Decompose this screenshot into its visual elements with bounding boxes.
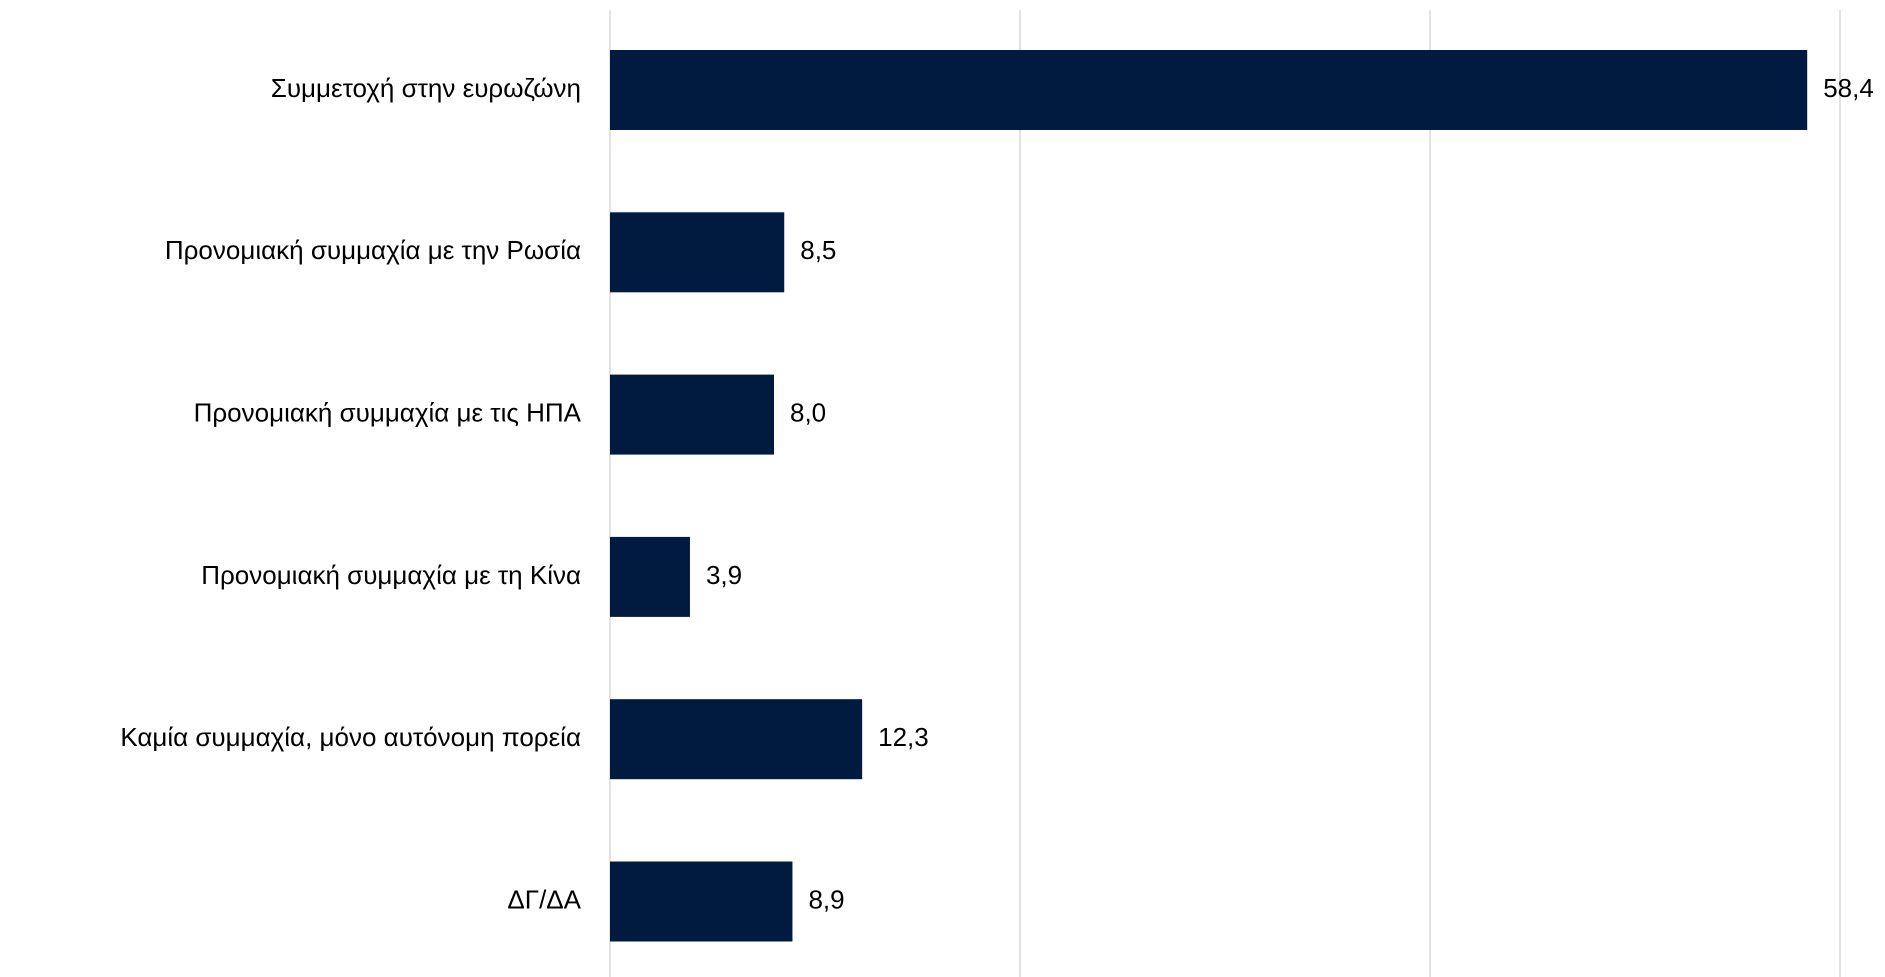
category-label: Προνομιακή συμμαχία με τη Κίνα <box>201 560 581 590</box>
bar <box>610 861 793 942</box>
category-label: Προνομιακή συμμαχία με τις ΗΠΑ <box>194 397 582 427</box>
value-label: 12,3 <box>878 722 929 752</box>
bar <box>610 536 690 617</box>
value-label: 8,9 <box>808 884 844 914</box>
value-label: 3,9 <box>706 560 742 590</box>
value-label: 8,5 <box>800 235 836 265</box>
bar <box>610 699 863 780</box>
category-label: ΔΓ/ΔΑ <box>507 884 581 914</box>
category-label: Καμία συμμαχία, μόνο αυτόνομη πορεία <box>120 722 581 752</box>
bar <box>610 50 1808 130</box>
category-label: Συμμετοχή στην ευρωζώνη <box>271 73 581 103</box>
bar <box>610 374 774 455</box>
value-label: 58,4 <box>1823 73 1874 103</box>
category-label: Προνομιακή συμμαχία με την Ρωσία <box>165 235 581 265</box>
bar <box>610 212 785 293</box>
value-label: 8,0 <box>790 397 826 427</box>
